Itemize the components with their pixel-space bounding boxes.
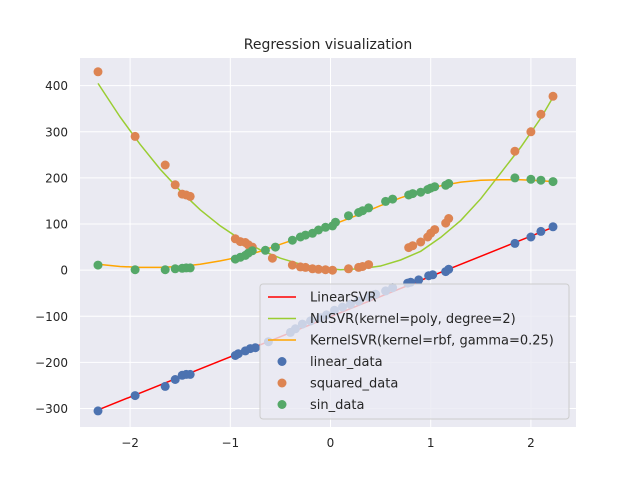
x-tick-label: −2 <box>121 436 139 450</box>
x-tick-label: 1 <box>427 436 435 450</box>
point-sin-data <box>548 177 558 187</box>
point-linear-data <box>185 369 195 379</box>
series-squared-data <box>93 67 558 275</box>
y-tick-label: −100 <box>35 310 68 324</box>
y-tick-label: 100 <box>45 218 68 232</box>
point-squared-data <box>536 109 546 119</box>
point-sin-data <box>526 174 536 184</box>
point-squared-data <box>364 260 374 270</box>
point-linear-data <box>250 343 260 353</box>
point-squared-data <box>526 127 536 137</box>
y-tick-label: 0 <box>60 264 68 278</box>
x-tick-label: 0 <box>327 436 335 450</box>
legend-label: LinearSVR <box>310 291 377 306</box>
point-sin-data <box>270 242 280 252</box>
point-squared-data <box>328 265 337 275</box>
point-linear-data <box>444 264 454 274</box>
point-linear-data <box>526 232 536 242</box>
point-sin-data <box>388 194 398 204</box>
point-sin-data <box>247 246 257 256</box>
point-squared-data <box>548 91 558 101</box>
legend-swatch-marker <box>277 400 287 409</box>
series-sin-data <box>93 173 558 275</box>
point-linear-data <box>428 270 438 280</box>
y-tick-label: −200 <box>35 356 68 370</box>
point-linear-data <box>548 222 558 232</box>
legend-label: NuSVR(kernel=poly, degree=2) <box>310 312 516 327</box>
point-squared-data <box>444 214 454 223</box>
legend-label: linear_data <box>310 355 383 370</box>
point-sin-data <box>381 196 391 206</box>
point-sin-data <box>93 260 103 270</box>
point-squared-data <box>510 146 520 156</box>
legend-box <box>259 283 570 420</box>
x-tick-labels: −2 −1 0 1 2 <box>121 436 534 450</box>
legend-swatch-marker <box>277 357 287 366</box>
x-tick-label: −1 <box>221 436 239 450</box>
point-squared-data <box>344 264 353 274</box>
x-tick-label: 2 <box>527 436 535 450</box>
point-linear-data <box>93 406 103 416</box>
point-linear-data <box>536 226 546 236</box>
point-squared-data <box>430 225 440 235</box>
legend: LinearSVR NuSVR(kernel=poly, degree=2) Ker… <box>259 283 570 420</box>
point-sin-data <box>430 182 440 192</box>
data-points <box>93 67 558 416</box>
point-linear-data <box>510 238 520 248</box>
point-linear-data <box>170 375 180 384</box>
point-linear-data <box>414 275 424 285</box>
point-squared-data <box>314 264 323 274</box>
point-sin-data <box>170 264 180 274</box>
point-squared-data <box>416 237 426 247</box>
point-sin-data <box>510 173 520 183</box>
point-sin-data <box>301 230 310 240</box>
point-linear-data <box>130 391 140 401</box>
y-tick-label: −300 <box>35 402 68 416</box>
point-squared-data <box>267 253 277 263</box>
point-squared-data <box>170 180 180 190</box>
point-squared-data <box>93 67 103 77</box>
point-sin-data <box>416 187 426 197</box>
point-squared-data <box>130 131 140 141</box>
point-squared-data <box>321 265 330 275</box>
y-tick-label: 400 <box>45 79 68 93</box>
legend-label: squared_data <box>310 377 398 392</box>
point-linear-data <box>160 381 170 391</box>
point-sin-data <box>331 217 340 227</box>
point-squared-data <box>287 260 297 270</box>
point-sin-data <box>344 211 353 221</box>
point-linear-data <box>233 349 243 359</box>
y-tick-label: 200 <box>45 171 68 185</box>
point-squared-data <box>301 262 310 272</box>
point-sin-data <box>444 179 454 188</box>
point-squared-data <box>408 241 418 251</box>
point-sin-data <box>321 222 330 232</box>
point-sin-data <box>160 265 170 275</box>
point-squared-data <box>160 160 170 170</box>
point-sin-data <box>364 203 374 213</box>
point-sin-data <box>408 189 418 199</box>
y-tick-labels: −300 −200 −100 0 100 200 300 400 <box>35 79 68 416</box>
point-sin-data <box>185 263 195 273</box>
point-sin-data <box>536 175 546 185</box>
legend-label: KernelSVR(kernel=rbf, gamma=0.25) <box>310 334 554 349</box>
legend-swatch-marker <box>277 378 287 388</box>
y-tick-label: 300 <box>45 125 68 139</box>
legend-label: sin_data <box>310 398 364 413</box>
point-sin-data <box>314 225 323 235</box>
point-squared-data <box>185 191 195 201</box>
point-sin-data <box>260 245 270 255</box>
point-sin-data <box>130 265 140 275</box>
point-sin-data <box>287 235 297 245</box>
chart-title: Regression visualization <box>244 37 412 53</box>
